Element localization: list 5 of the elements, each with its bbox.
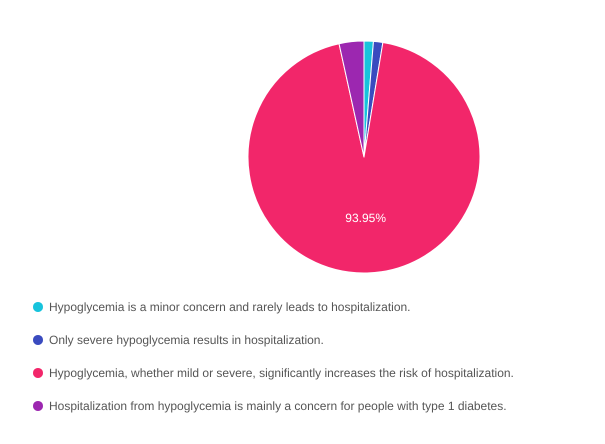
legend-label: Hospitalization from hypoglycemia is mainly a concern for people with type 1 diabetes. [49, 399, 507, 413]
legend-label: Only severe hypoglycemia results in hospitalization. [49, 333, 324, 347]
legend-label: Hypoglycemia is a minor concern and rarely leads to hospitalization. [49, 300, 411, 314]
data-label: 93.95% [345, 210, 386, 225]
legend-label: Hypoglycemia, whether mild or severe, significantly increases the risk of hospitalization. [49, 366, 514, 380]
